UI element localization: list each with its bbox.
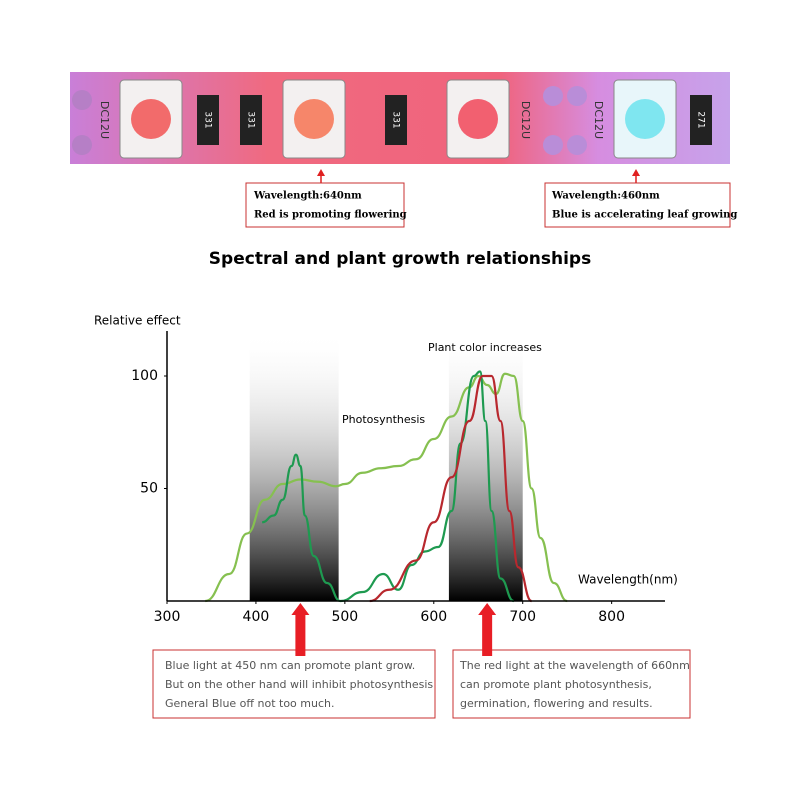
leds: [72, 79, 712, 159]
note-box: [452, 649, 691, 719]
strip-label: 271: [696, 111, 706, 128]
strip-label: DC12U: [519, 101, 532, 139]
highlight-band: [448, 331, 523, 601]
callout-text: Wavelength:640nm: [253, 191, 362, 202]
x-tick-label: 300: [154, 609, 181, 625]
strip-label: DC12U: [98, 101, 111, 139]
note-box: [152, 649, 436, 719]
note-text: Blue light at 450 nm can promote plant g…: [165, 659, 415, 672]
highlight-band: [249, 331, 339, 601]
callout-text: Wavelength:460nm: [551, 191, 660, 202]
callout: Wavelength:460nm Blue is accelerating le…: [544, 169, 737, 228]
strip-label: 331: [246, 111, 256, 128]
x-tick-label: 500: [331, 609, 358, 625]
strip-label: 331: [391, 111, 401, 128]
x-tick-label: 700: [509, 609, 536, 625]
series-line: [204, 372, 568, 603]
strip-labels: DC12U 331 331 331 DC12U DC12U 271: [98, 101, 706, 139]
note-text: General Blue off not too much.: [165, 697, 334, 710]
note-text: can promote plant photosynthesis,: [460, 678, 652, 691]
x-axis-label: Wavelength(nm): [578, 573, 678, 587]
callout: Wavelength:640nm Red is promoting flower…: [245, 169, 407, 228]
marker-arrow: [478, 603, 497, 656]
callout-text: Blue is accelerating leaf growing: [552, 210, 737, 221]
callout-text: Red is promoting flowering: [254, 210, 407, 221]
marker-arrow: [291, 603, 310, 656]
x-tick-label: 800: [598, 609, 625, 625]
x-tick-label: 600: [420, 609, 447, 625]
y-tick-label: 100: [131, 368, 158, 384]
annotation: Photosynthesis: [342, 413, 425, 426]
strip-label: 331: [203, 111, 213, 128]
chart-title: Spectral and plant growth relationships: [209, 249, 591, 269]
note-text: germination, flowering and results.: [460, 697, 653, 710]
strip-label: DC12U: [592, 101, 605, 139]
note-text: The red light at the wavelength of 660nm: [459, 659, 690, 672]
note-text: But on the other hand will inhibit photo…: [165, 678, 433, 691]
y-axis-label: Relative effect: [94, 314, 181, 328]
series-line: [369, 374, 533, 603]
x-tick-label: 400: [243, 609, 270, 625]
y-tick-label: 50: [140, 481, 158, 497]
